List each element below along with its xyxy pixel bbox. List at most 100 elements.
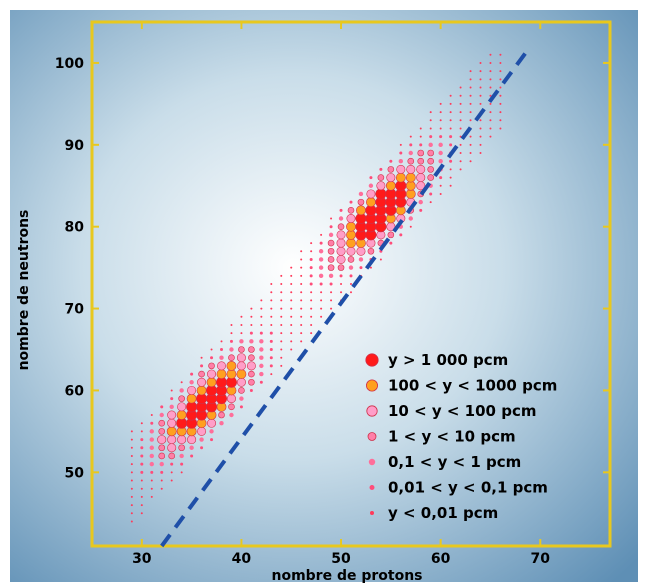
data-point bbox=[406, 164, 416, 174]
data-point bbox=[449, 168, 452, 171]
data-point bbox=[405, 189, 416, 199]
data-point bbox=[198, 370, 205, 378]
data-point bbox=[310, 299, 313, 302]
data-point bbox=[300, 274, 303, 277]
data-point bbox=[479, 61, 482, 64]
data-point bbox=[290, 274, 293, 277]
data-point bbox=[189, 380, 194, 385]
data-point bbox=[449, 111, 452, 114]
data-point bbox=[489, 119, 492, 122]
data-point bbox=[449, 127, 452, 130]
data-point bbox=[208, 362, 215, 370]
data-point bbox=[260, 307, 263, 310]
data-point bbox=[250, 315, 253, 318]
data-point bbox=[438, 150, 443, 156]
data-point bbox=[320, 233, 323, 236]
data-point bbox=[330, 217, 333, 220]
data-point bbox=[170, 471, 173, 474]
data-point bbox=[130, 446, 133, 449]
data-point bbox=[439, 176, 443, 180]
data-point bbox=[438, 142, 443, 148]
data-point bbox=[140, 470, 144, 474]
data-point bbox=[210, 356, 214, 360]
data-point bbox=[160, 405, 164, 409]
data-point bbox=[180, 462, 184, 466]
data-point bbox=[479, 94, 482, 97]
data-point bbox=[220, 340, 223, 343]
data-point bbox=[459, 94, 462, 97]
data-point bbox=[187, 385, 197, 395]
data-point bbox=[249, 331, 253, 335]
data-point bbox=[489, 102, 492, 105]
y-tick-label: 90 bbox=[65, 138, 85, 154]
y-tick-label: 80 bbox=[65, 220, 85, 236]
data-point bbox=[499, 111, 502, 114]
data-point bbox=[160, 479, 163, 482]
data-point bbox=[179, 453, 184, 459]
data-point bbox=[429, 119, 432, 122]
data-point bbox=[489, 86, 492, 89]
data-point bbox=[158, 428, 166, 435]
data-point bbox=[130, 504, 133, 507]
data-point bbox=[290, 348, 293, 351]
data-point bbox=[479, 152, 482, 154]
data-point bbox=[300, 307, 303, 310]
data-point bbox=[449, 102, 452, 105]
data-point bbox=[327, 247, 335, 255]
data-point bbox=[419, 135, 422, 138]
legend-marker bbox=[370, 511, 374, 515]
data-point bbox=[177, 402, 187, 412]
data-point bbox=[418, 199, 423, 205]
data-point bbox=[280, 291, 283, 294]
legend-marker bbox=[368, 458, 376, 466]
data-point bbox=[409, 143, 413, 147]
data-point bbox=[439, 102, 442, 105]
data-point bbox=[387, 166, 395, 173]
data-point bbox=[159, 461, 164, 467]
data-point bbox=[386, 173, 396, 183]
data-point bbox=[368, 183, 374, 188]
data-point bbox=[489, 111, 492, 114]
data-point bbox=[290, 307, 293, 310]
data-point bbox=[150, 414, 153, 416]
data-point bbox=[140, 504, 143, 507]
data-point bbox=[328, 273, 334, 279]
data-point bbox=[309, 274, 313, 278]
data-point bbox=[197, 377, 207, 387]
data-point bbox=[130, 454, 133, 457]
data-point bbox=[319, 282, 323, 286]
data-point bbox=[329, 225, 333, 229]
data-point bbox=[346, 221, 356, 232]
data-point bbox=[210, 348, 213, 351]
data-point bbox=[479, 143, 482, 146]
data-point bbox=[339, 274, 343, 278]
data-point bbox=[449, 159, 453, 163]
data-point bbox=[396, 164, 406, 174]
data-point bbox=[130, 438, 133, 441]
data-point bbox=[438, 158, 443, 164]
legend-label: 100 < y < 1000 pcm bbox=[388, 377, 557, 395]
data-point bbox=[130, 471, 133, 474]
data-point bbox=[196, 385, 207, 396]
data-point bbox=[469, 111, 472, 114]
data-point bbox=[280, 315, 283, 318]
data-point bbox=[190, 372, 194, 376]
data-point bbox=[459, 160, 462, 163]
data-point bbox=[340, 291, 343, 294]
data-point bbox=[269, 364, 273, 368]
legend-marker bbox=[366, 405, 378, 417]
data-point bbox=[218, 411, 225, 419]
data-point bbox=[280, 274, 283, 277]
data-point bbox=[238, 346, 245, 353]
data-point bbox=[140, 487, 143, 490]
chart-background bbox=[10, 10, 638, 582]
data-point bbox=[499, 61, 502, 64]
data-point bbox=[259, 371, 264, 377]
data-point bbox=[469, 160, 472, 163]
data-point bbox=[270, 283, 273, 285]
data-point bbox=[269, 348, 273, 351]
data-point bbox=[318, 265, 324, 270]
data-point bbox=[300, 299, 303, 302]
data-point bbox=[150, 479, 153, 482]
data-point bbox=[479, 78, 482, 81]
